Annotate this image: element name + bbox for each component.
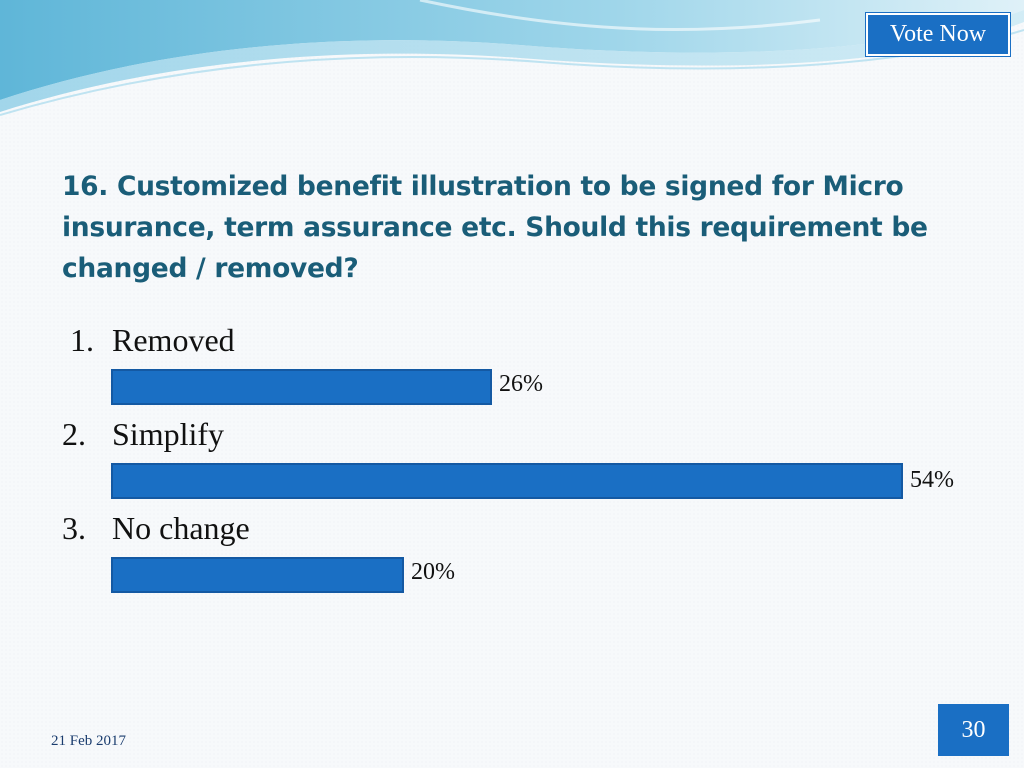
bar-3	[111, 557, 404, 593]
option-2: 2. Simplify	[62, 416, 224, 453]
bar-1	[111, 369, 492, 405]
footer-date: 21 Feb 2017	[51, 733, 126, 749]
bar-value-label: 20%	[411, 559, 455, 585]
option-label: No change	[112, 510, 250, 546]
bar-value-label: 26%	[499, 371, 543, 397]
option-number: 3.	[62, 510, 86, 546]
bar-value-label: 54%	[910, 467, 954, 493]
option-number: 1.	[70, 322, 94, 358]
option-label: Simplify	[112, 416, 225, 452]
option-3: 3. No change	[62, 510, 250, 547]
option-number: 2.	[62, 416, 86, 452]
question-title: 16. Customized benefit illustration to b…	[62, 171, 928, 284]
vote-now-button[interactable]: Vote Now	[866, 13, 1010, 56]
header-wave-decoration	[0, 0, 1024, 116]
bar-2	[111, 463, 903, 499]
option-label: Removed	[112, 322, 235, 358]
page-number: 30	[938, 704, 1009, 756]
option-1: 1. Removed	[62, 322, 235, 359]
